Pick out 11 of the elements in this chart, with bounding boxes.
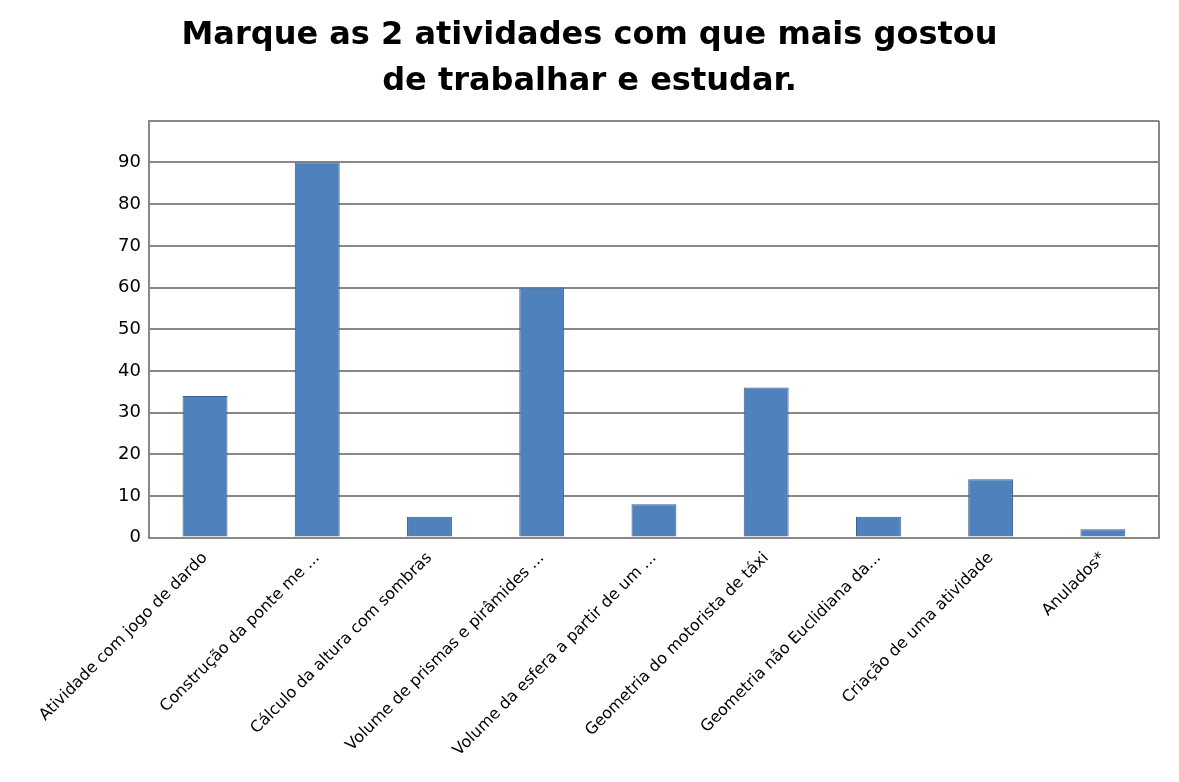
y-tick-label: 40 bbox=[118, 358, 141, 380]
y-tick-label: 30 bbox=[118, 400, 141, 422]
y-tick-label: 90 bbox=[118, 150, 141, 172]
y-tick-label: 80 bbox=[118, 191, 141, 213]
y-tick-label: 60 bbox=[118, 275, 141, 297]
y-tick-label: 10 bbox=[118, 483, 141, 505]
y-tick-label: 70 bbox=[118, 233, 141, 255]
y-tick-label: 20 bbox=[118, 441, 141, 463]
chart-title: Marque as 2 atividades com que mais gostou de trabalhar e estudar. bbox=[180, 13, 999, 100]
y-tick-label: 0 bbox=[129, 525, 141, 547]
y-tick-label: 50 bbox=[118, 316, 141, 338]
